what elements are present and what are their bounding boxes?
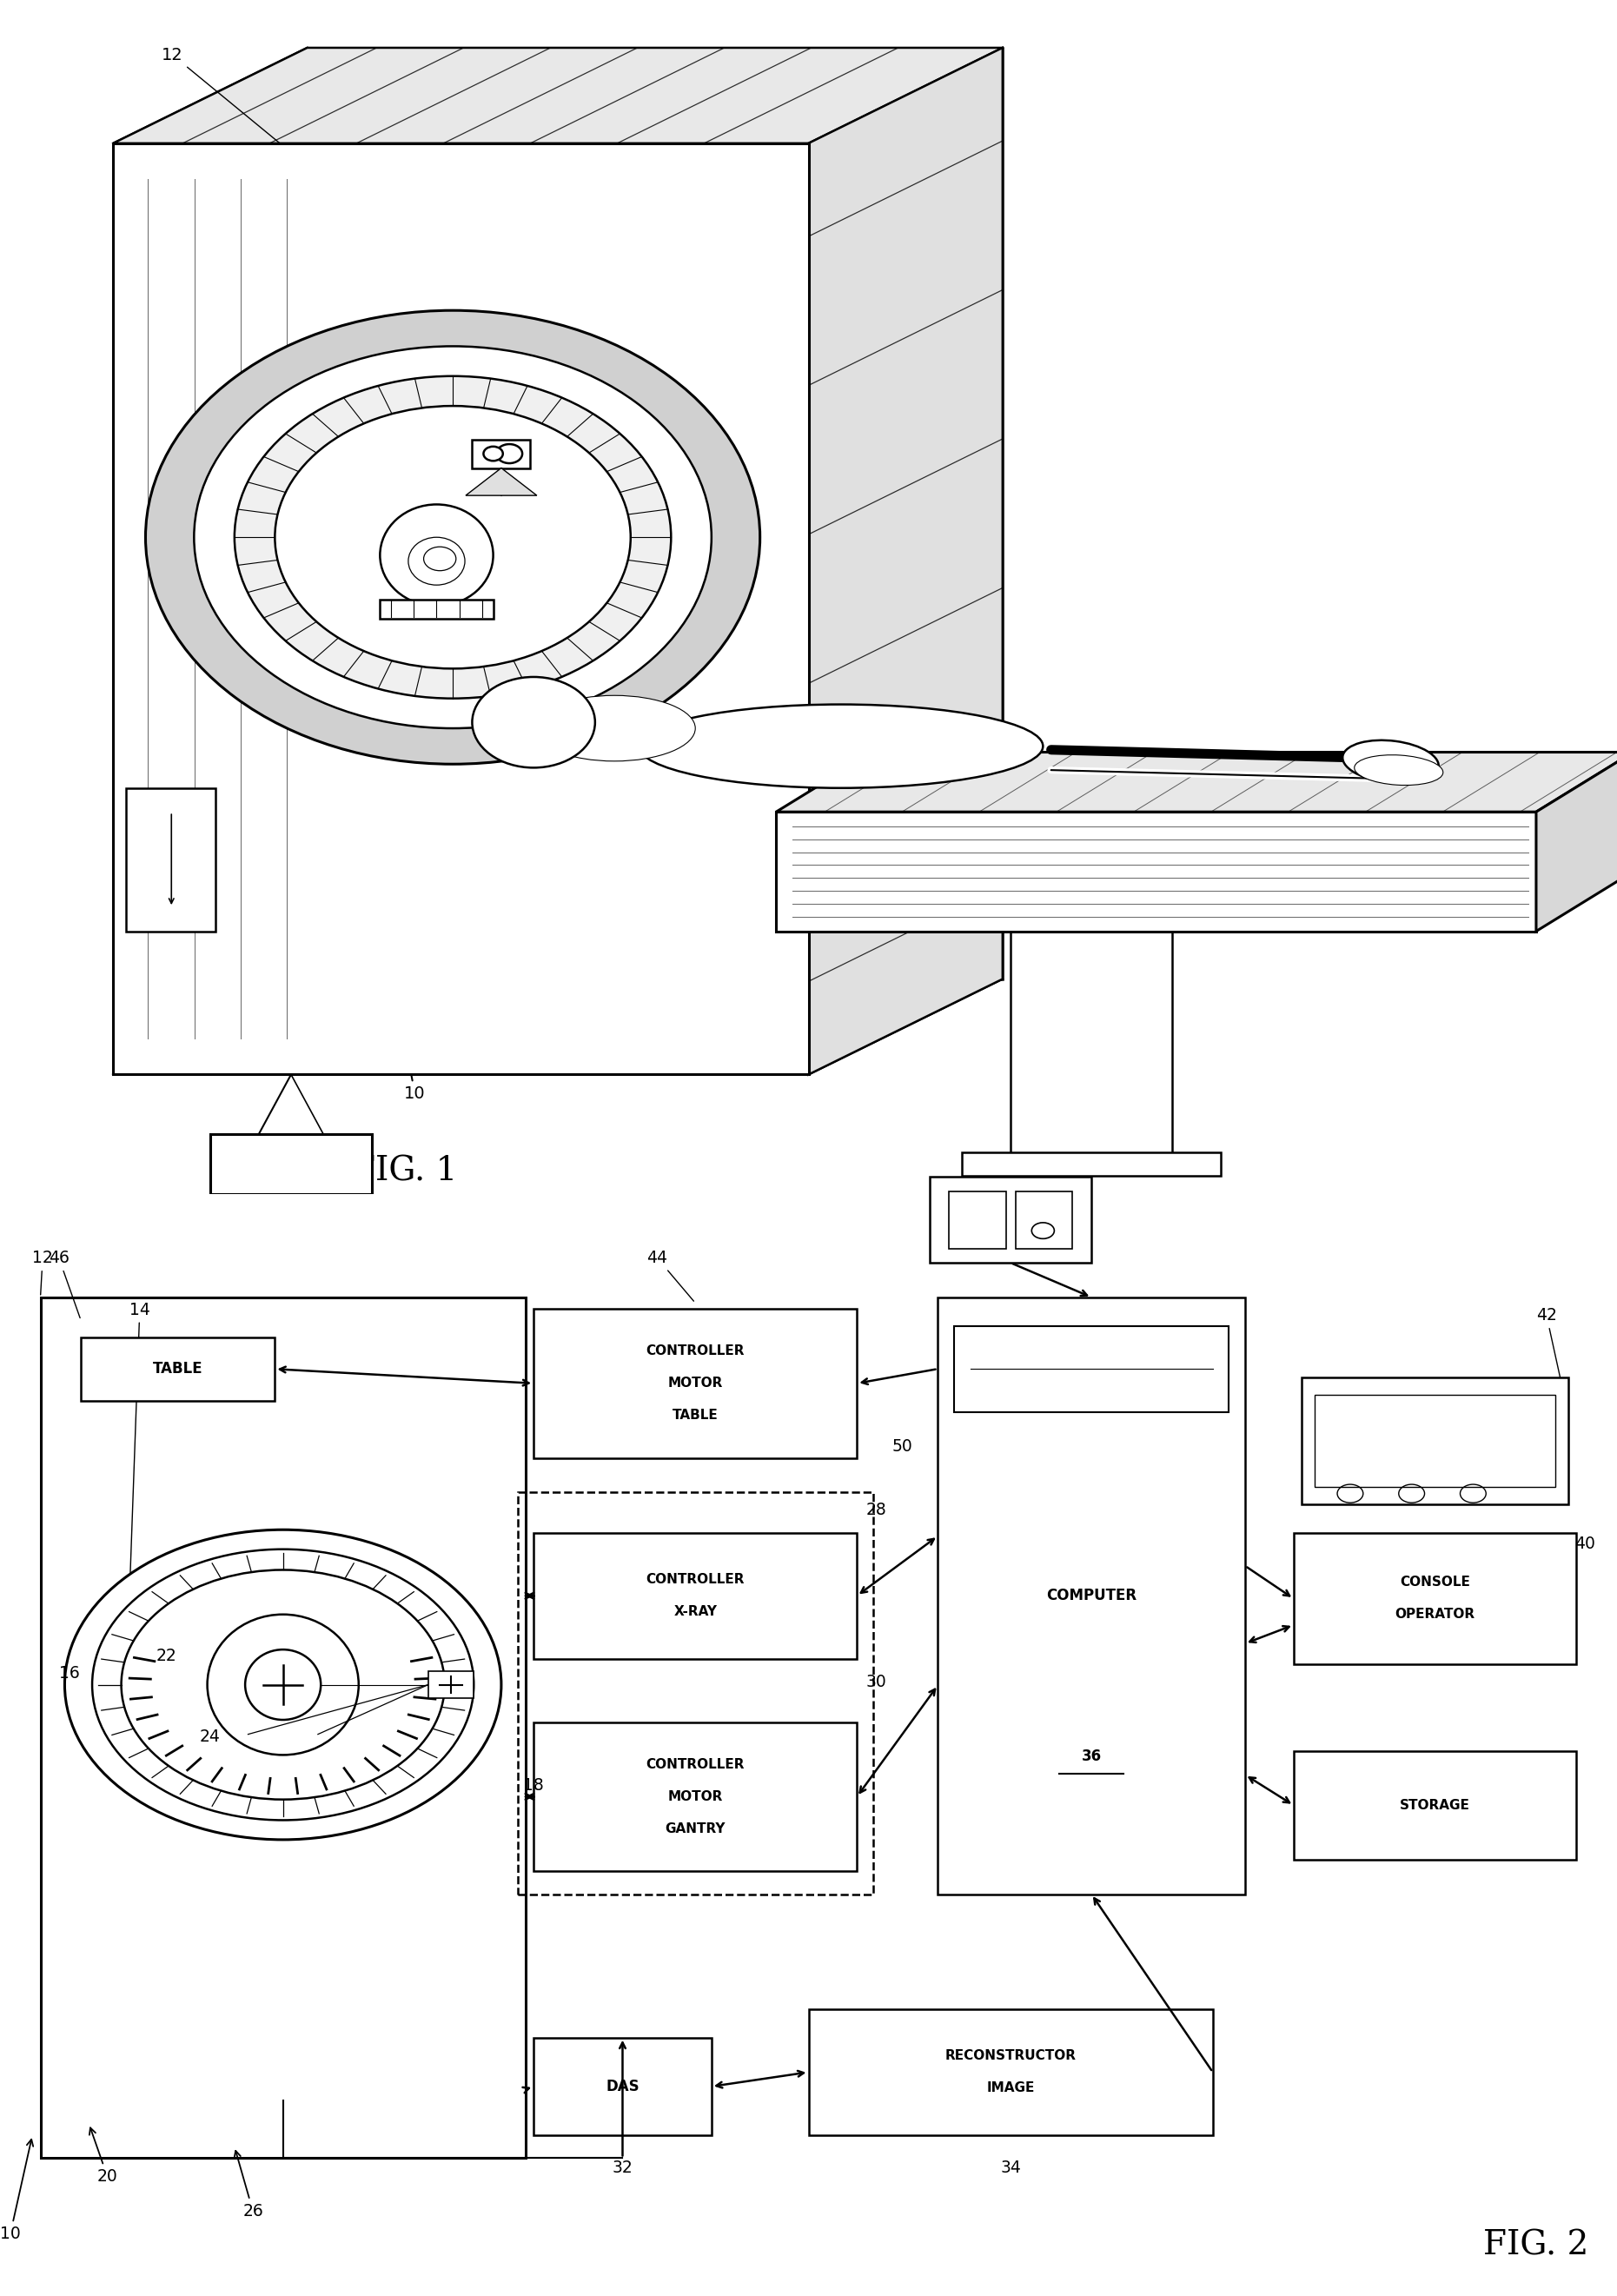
Text: 34: 34 [1001,2158,1020,2177]
Text: 46: 46 [566,1017,645,1079]
Text: 44: 44 [647,1249,694,1302]
Circle shape [275,406,631,668]
Text: 12: 12 [32,1249,53,1295]
Circle shape [146,310,760,765]
Bar [81,1336,275,1401]
Polygon shape [1536,753,1617,932]
Ellipse shape [534,696,695,762]
Bar [954,1327,1229,1412]
Text: 24: 24 [201,1729,220,1745]
Text: 30: 30 [867,1674,886,1690]
Text: MOTOR: MOTOR [668,1378,723,1389]
Bar [380,599,493,618]
Text: 14: 14 [487,285,684,358]
Bar [962,1153,1221,1176]
Bar [472,439,530,468]
Bar [429,1671,474,1699]
Bar [949,1192,1006,1249]
Bar [1015,1192,1072,1249]
Bar [930,1176,1091,1263]
Text: GANTRY: GANTRY [665,1823,726,1835]
Text: RECONSTRUCTOR: RECONSTRUCTOR [944,2050,1077,2062]
Text: 12: 12 [162,46,322,177]
Bar [808,2009,1213,2135]
Text: 22: 22 [157,1649,176,1665]
Text: CONTROLLER: CONTROLLER [647,1573,744,1587]
Bar [1294,1750,1577,1860]
Bar [1302,1378,1568,1504]
Text: 14: 14 [129,1302,150,1573]
Polygon shape [776,813,1536,932]
Text: X-RAY: X-RAY [674,1605,716,1619]
Text: IMAGE: IMAGE [986,2082,1035,2094]
Bar [534,1309,857,1458]
Bar [1011,932,1172,1157]
Text: 42: 42 [1536,1306,1568,1412]
Text: MOTOR: MOTOR [668,1791,723,1802]
Text: FIG. 1: FIG. 1 [351,1155,458,1187]
Text: 26: 26 [234,2151,264,2220]
Ellipse shape [1355,755,1442,785]
Polygon shape [776,753,1617,813]
Text: COMPUTER: COMPUTER [1046,1589,1137,1603]
Ellipse shape [1342,739,1439,783]
Polygon shape [808,48,1003,1075]
Text: 32: 32 [613,2158,632,2177]
Circle shape [496,443,522,464]
Text: 16: 16 [60,1665,79,1681]
Text: CONSOLE: CONSOLE [1400,1575,1470,1589]
Text: FIG. 2: FIG. 2 [1483,2229,1590,2262]
Bar [1315,1394,1556,1488]
Polygon shape [113,142,808,1075]
Bar [938,1297,1245,1894]
Text: 40: 40 [1575,1536,1594,1552]
Text: CONTROLLER: CONTROLLER [647,1345,744,1357]
Circle shape [472,677,595,767]
Text: OPERATOR: OPERATOR [1395,1607,1475,1621]
Text: 10: 10 [403,1042,425,1102]
Bar [210,1134,372,1194]
Text: 36: 36 [1082,1750,1101,1763]
Text: 46: 46 [49,1249,81,1318]
Ellipse shape [380,505,493,606]
Circle shape [121,1570,445,1800]
Circle shape [424,546,456,572]
Bar [534,2039,711,2135]
Text: 18: 18 [275,980,296,1031]
Text: DAS: DAS [606,2078,639,2094]
Text: 28: 28 [867,1502,886,1518]
Bar [126,788,215,932]
Polygon shape [113,48,1003,142]
Text: 48: 48 [535,214,716,298]
Bar [534,1722,857,1871]
Bar [1294,1534,1577,1665]
Polygon shape [466,468,537,496]
Ellipse shape [207,1614,359,1754]
Text: CONTROLLER: CONTROLLER [647,1759,744,1770]
Text: 20: 20 [89,2128,118,2186]
Circle shape [234,377,671,698]
Circle shape [194,347,711,728]
Text: 18: 18 [524,1777,543,1793]
Text: STORAGE: STORAGE [1400,1798,1470,1812]
Bar [517,1492,873,1894]
Text: TABLE: TABLE [154,1362,202,1378]
Text: 22: 22 [568,370,765,441]
Circle shape [483,445,503,461]
Ellipse shape [409,537,466,585]
Bar [534,1534,857,1658]
Circle shape [65,1529,501,1839]
Text: 10: 10 [0,2140,34,2243]
Text: 52: 52 [931,1199,967,1215]
Text: TABLE: TABLE [673,1410,718,1421]
Polygon shape [307,48,1003,978]
Text: 50: 50 [893,1437,912,1456]
Ellipse shape [246,1649,320,1720]
Bar [40,1297,526,2158]
Ellipse shape [639,705,1043,788]
